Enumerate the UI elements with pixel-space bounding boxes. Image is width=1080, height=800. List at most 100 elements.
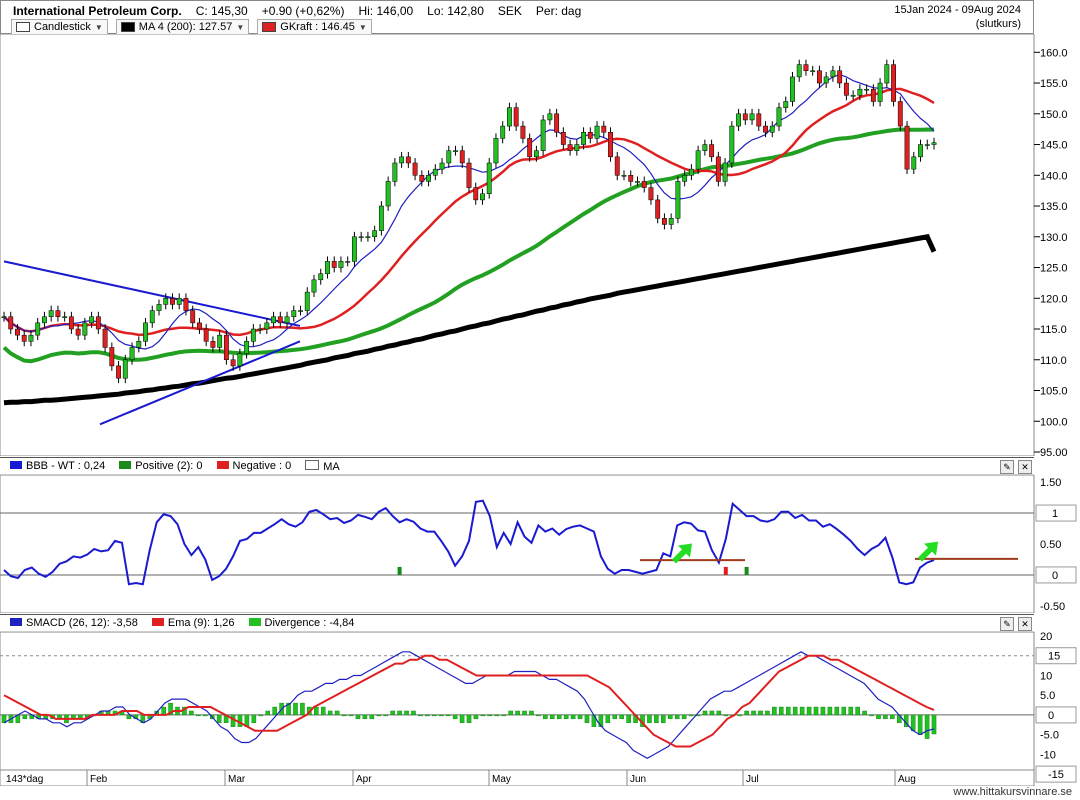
candle-body — [257, 328, 263, 331]
candle-body — [372, 230, 378, 238]
candle-body — [486, 162, 492, 194]
candle-swatch — [16, 22, 30, 32]
bbb-tick-box — [1035, 504, 1077, 522]
macd-tick-box — [1035, 765, 1077, 783]
candle-body — [648, 187, 654, 201]
candle-body — [8, 316, 14, 330]
candle-body — [338, 261, 344, 268]
candle-body — [830, 70, 836, 78]
candle-body — [513, 107, 519, 127]
divergence-bar — [286, 702, 291, 716]
divergence-bar — [779, 706, 784, 716]
divergence-bar — [445, 714, 451, 717]
legend-ma[interactable]: MA 4 (200): 127.57 ▼ — [115, 19, 250, 35]
y-tick-label: 95.00 — [1040, 447, 1068, 456]
macd-tick-label: -5.0 — [1040, 730, 1059, 742]
candle-body — [715, 156, 721, 182]
candle-body — [352, 236, 357, 262]
divergence-bar — [314, 706, 319, 716]
candle-body — [547, 113, 553, 121]
candle-body — [736, 113, 741, 127]
divergence-bar — [265, 710, 270, 716]
legend-ma-label: MA 4 (200): 127.57 — [138, 21, 233, 33]
negative-legend: Negative : 0 — [216, 460, 291, 472]
candle-body — [843, 82, 849, 96]
negative-swatch — [216, 461, 229, 469]
divergence-bar — [654, 714, 659, 724]
candle-body — [574, 144, 580, 151]
close-icon[interactable]: ✕ — [1018, 460, 1032, 474]
month-label: Aug — [898, 774, 916, 785]
quote-line: International Petroleum Corp. C: 145,30 … — [13, 4, 581, 18]
wrench-icon[interactable]: ✎ — [1000, 617, 1014, 631]
divergence-bar — [418, 714, 423, 717]
divergence-bar — [362, 714, 368, 720]
divergence-bar — [536, 714, 541, 717]
macd-chart[interactable]: 20 15 10 5.0 0 -5.0 -10 -15 143*dag Feb Mar Apr May J… — [0, 632, 1080, 786]
high-price: Hi: 146,00 — [358, 4, 414, 18]
candle-body — [68, 316, 74, 330]
smacd-swatch — [10, 618, 22, 626]
divergence-bar — [668, 714, 673, 720]
candle-body — [540, 119, 546, 151]
close-icon[interactable]: ✕ — [1018, 617, 1032, 631]
wrench-icon[interactable]: ✎ — [1000, 460, 1014, 474]
divergence-bar — [216, 714, 222, 724]
bbb-legend: BBB - WT : 0,24 — [10, 460, 105, 472]
macd-tick-label: 15 — [1048, 651, 1060, 663]
divergence-bar — [341, 714, 347, 717]
chevron-down-icon: ▼ — [236, 22, 245, 32]
x-axis-strip — [0, 769, 1035, 786]
divergence-bar — [320, 706, 326, 716]
y-tick-label: 140.0 — [1040, 170, 1068, 182]
candle-body — [702, 144, 708, 151]
legend-gkraft[interactable]: GKraft : 146.45 ▼ — [257, 19, 372, 35]
bbb-swatch — [10, 461, 22, 469]
divergence-bar — [487, 714, 493, 717]
divergence-bar — [459, 714, 465, 724]
candle-body — [790, 76, 795, 102]
bbb-chart[interactable]: 1.50 1 0.50 0 -0.50 — [0, 475, 1080, 613]
divergence-bar — [425, 714, 430, 717]
candle-body — [244, 341, 250, 354]
y-tick-label: 115.0 — [1040, 324, 1067, 336]
candle-body — [136, 341, 142, 348]
candle-body — [230, 359, 236, 367]
candle-body — [89, 316, 95, 324]
candle-body — [729, 125, 735, 164]
divergence-bar — [813, 706, 819, 716]
y-tick-label: 120.0 — [1040, 293, 1068, 305]
divergence-bar — [890, 714, 895, 720]
candle-body — [560, 131, 566, 145]
divergence-bar — [369, 714, 375, 720]
divergence-bar — [869, 714, 874, 717]
price-mode: (slutkurs) — [975, 18, 1021, 30]
candle-body — [122, 359, 128, 379]
candle-body — [116, 365, 121, 379]
candle-body — [621, 175, 627, 177]
divergence-bar — [196, 714, 201, 717]
price-chart[interactable]: 160.0 155.0 150.0 145.0 140.0 135.0 130.0 125.0… — [0, 34, 1080, 456]
divergence-bar — [924, 714, 930, 739]
candle-body — [21, 334, 27, 342]
legend-candlestick[interactable]: Candlestick ▼ — [11, 19, 108, 35]
negative-marker — [723, 566, 728, 575]
divergence-legend: Divergence : -4,84 — [248, 617, 354, 629]
candle-body — [304, 291, 310, 311]
chevron-down-icon: ▼ — [94, 22, 103, 32]
candle-body — [331, 261, 337, 268]
bbb-tick-label: 1 — [1052, 508, 1058, 520]
candle-body — [223, 334, 229, 361]
candle-body — [581, 131, 586, 145]
candle-body — [857, 88, 863, 96]
candle-body — [533, 150, 539, 158]
divergence-bar — [834, 706, 840, 716]
macd-tick-label: 0 — [1048, 710, 1054, 722]
candle-body — [897, 101, 903, 127]
divergence-bar — [619, 714, 624, 720]
candle-body — [156, 304, 162, 311]
candle-body — [1, 316, 7, 318]
divergence-bar — [432, 714, 437, 717]
candle-body — [466, 162, 472, 188]
candle-body — [749, 113, 755, 121]
